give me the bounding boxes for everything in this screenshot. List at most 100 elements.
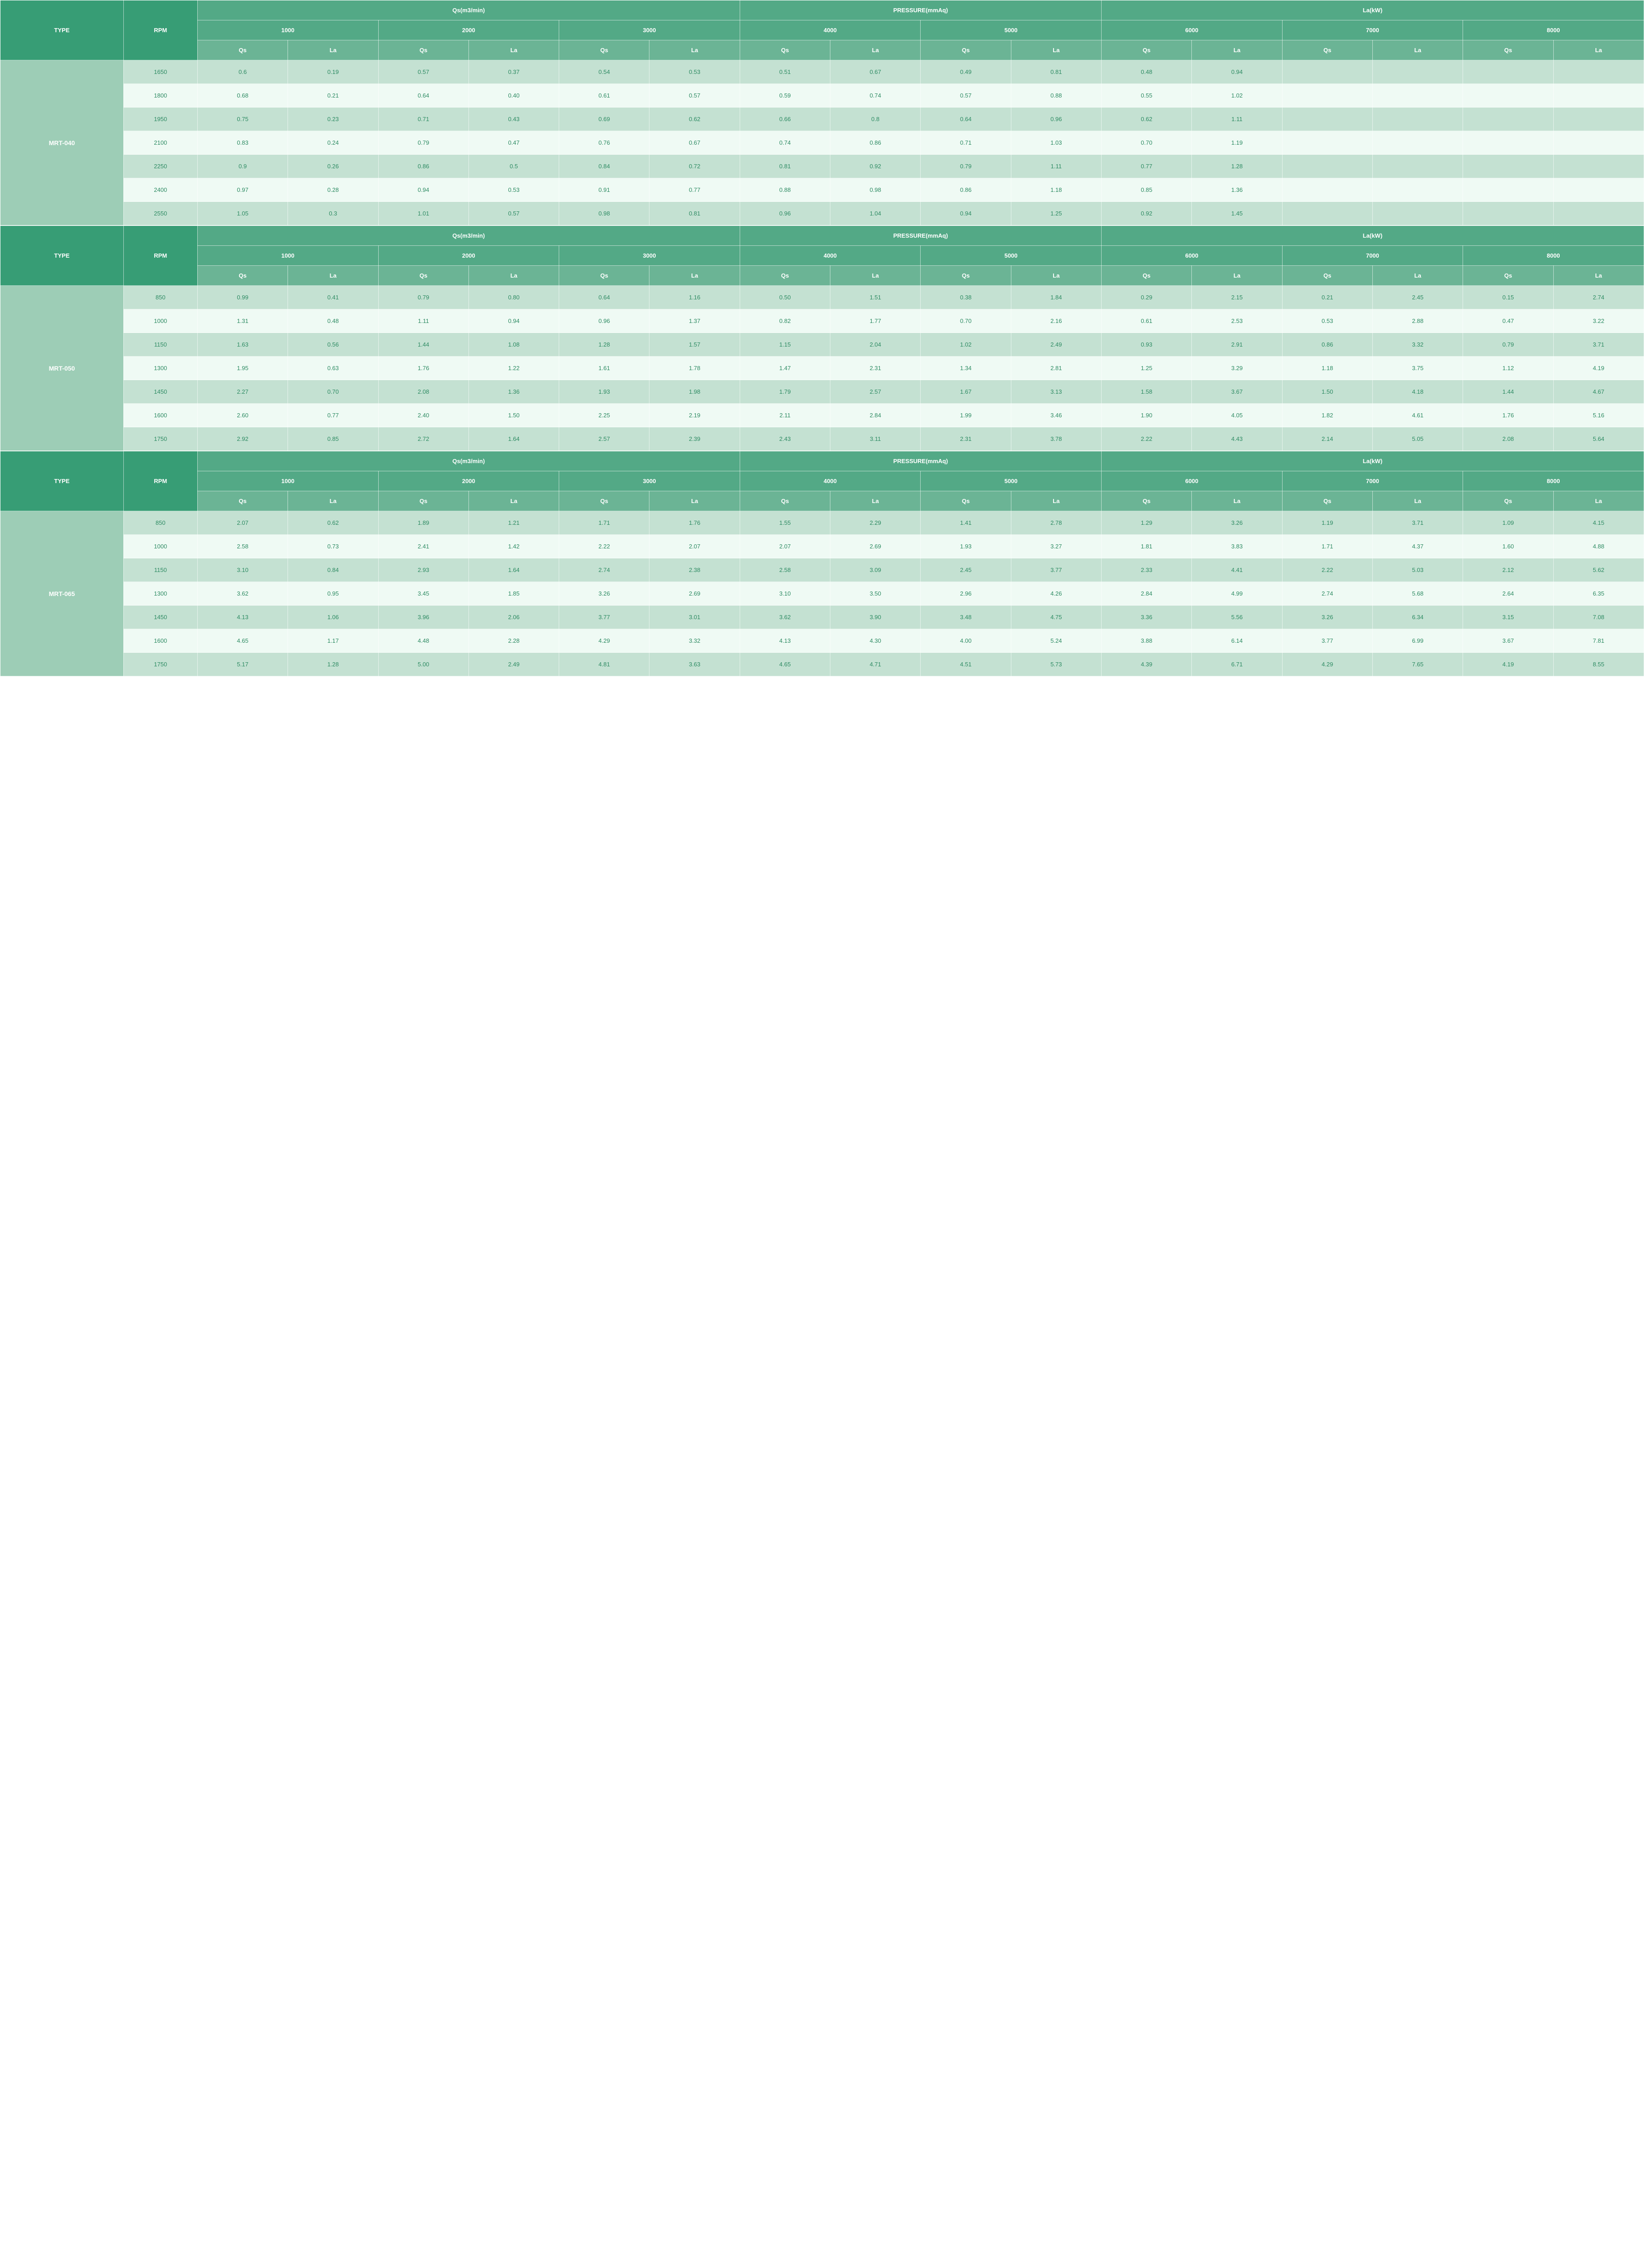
header-cell: RPM xyxy=(123,226,197,286)
data-cell xyxy=(1553,155,1644,178)
data-cell: 1750 xyxy=(123,427,197,451)
data-cell: 0.6 xyxy=(197,60,288,84)
data-cell: 3.26 xyxy=(559,582,649,606)
table-row: 16004.651.174.482.284.293.324.134.304.00… xyxy=(0,629,1644,653)
data-cell: 0.64 xyxy=(559,286,649,309)
header-cell: La xyxy=(1011,266,1101,286)
data-cell: 3.46 xyxy=(1011,404,1101,427)
data-cell: 2.22 xyxy=(559,535,649,558)
data-cell: 0.37 xyxy=(468,60,559,84)
data-cell: 2.58 xyxy=(740,558,830,582)
table-row: 16002.600.772.401.502.252.192.112.841.99… xyxy=(0,404,1644,427)
data-cell: 0.49 xyxy=(921,60,1011,84)
table-row: 13001.950.631.761.221.611.781.472.311.34… xyxy=(0,357,1644,380)
header-cell: Qs xyxy=(197,491,288,511)
data-cell: 2.08 xyxy=(1463,427,1553,451)
header-cell: 1000 xyxy=(197,246,378,266)
data-cell xyxy=(1553,131,1644,155)
header-cell: Qs(m3/min) xyxy=(197,0,740,20)
header-cell: La(kW) xyxy=(1102,226,1644,246)
header-cell: La xyxy=(1192,491,1282,511)
data-cell: 1450 xyxy=(123,606,197,629)
data-cell: 0.96 xyxy=(559,309,649,333)
data-cell: 2.93 xyxy=(378,558,468,582)
header-cell: 7000 xyxy=(1282,246,1463,266)
data-cell: 2.74 xyxy=(1553,286,1644,309)
data-cell: 2.49 xyxy=(1011,333,1101,357)
data-cell xyxy=(1553,202,1644,225)
data-cell: 3.15 xyxy=(1463,606,1553,629)
data-cell: 1.67 xyxy=(921,380,1011,404)
table-row: 13003.620.953.451.853.262.693.103.502.96… xyxy=(0,582,1644,606)
header-cell: La xyxy=(468,266,559,286)
data-cell: 1950 xyxy=(123,108,197,131)
spec-tables: TYPERPMQs(m3/min)PRESSURE(mmAq)La(kW)100… xyxy=(0,0,1644,676)
data-cell: 2.81 xyxy=(1011,357,1101,380)
data-cell: 2550 xyxy=(123,202,197,225)
table-row: MRT-0508500.990.410.790.800.641.160.501.… xyxy=(0,286,1644,309)
data-cell: 2.33 xyxy=(1102,558,1192,582)
data-cell: 3.75 xyxy=(1372,357,1463,380)
data-cell: 0.85 xyxy=(288,427,378,451)
data-cell: 2.31 xyxy=(921,427,1011,451)
data-cell: 0.77 xyxy=(288,404,378,427)
header-cell: 4000 xyxy=(740,20,921,40)
header-cell: 3000 xyxy=(559,471,740,491)
data-cell: 3.01 xyxy=(649,606,740,629)
data-cell: 3.62 xyxy=(197,582,288,606)
data-cell: 1300 xyxy=(123,582,197,606)
data-cell: 1.89 xyxy=(378,511,468,535)
data-cell: 2100 xyxy=(123,131,197,155)
header-cell: TYPE xyxy=(0,0,124,60)
data-cell: 2.58 xyxy=(197,535,288,558)
data-cell: 1.22 xyxy=(468,357,559,380)
data-cell: 0.28 xyxy=(288,178,378,202)
data-cell: 1.17 xyxy=(288,629,378,653)
data-cell: 2.88 xyxy=(1372,309,1463,333)
data-cell: 1.29 xyxy=(1102,511,1192,535)
data-cell: 0.70 xyxy=(921,309,1011,333)
data-cell: 5.17 xyxy=(197,653,288,676)
header-cell: 8000 xyxy=(1463,246,1644,266)
data-cell: 3.27 xyxy=(1011,535,1101,558)
data-cell: 0.19 xyxy=(288,60,378,84)
header-cell: 7000 xyxy=(1282,20,1463,40)
header-cell: Qs xyxy=(921,40,1011,60)
data-cell: 2.43 xyxy=(740,427,830,451)
data-cell: 2.22 xyxy=(1102,427,1192,451)
data-cell: 0.67 xyxy=(830,60,921,84)
data-cell: 1.95 xyxy=(197,357,288,380)
data-cell: 1.76 xyxy=(649,511,740,535)
data-cell: 4.65 xyxy=(197,629,288,653)
data-cell: 2.15 xyxy=(1192,286,1282,309)
data-cell: 1.19 xyxy=(1282,511,1372,535)
data-cell: 1.51 xyxy=(830,286,921,309)
header-cell: Qs xyxy=(1463,491,1553,511)
data-cell: 0.62 xyxy=(288,511,378,535)
data-cell: 3.26 xyxy=(1282,606,1372,629)
data-cell: 0.57 xyxy=(921,84,1011,108)
data-cell: 3.50 xyxy=(830,582,921,606)
data-cell: 1.71 xyxy=(1282,535,1372,558)
data-cell: 0.63 xyxy=(288,357,378,380)
data-cell xyxy=(1463,60,1553,84)
data-cell: 1.76 xyxy=(1463,404,1553,427)
data-cell: 1.78 xyxy=(649,357,740,380)
header-cell: Qs xyxy=(921,491,1011,511)
data-cell: 3.13 xyxy=(1011,380,1101,404)
data-cell: 2400 xyxy=(123,178,197,202)
header-cell: 1000 xyxy=(197,20,378,40)
header-cell: La(kW) xyxy=(1102,0,1644,20)
data-cell: 0.81 xyxy=(1011,60,1101,84)
spec-table: TYPERPMQs(m3/min)PRESSURE(mmAq)La(kW)100… xyxy=(0,451,1644,676)
data-cell: 4.19 xyxy=(1553,357,1644,380)
header-cell: Qs xyxy=(1282,40,1372,60)
data-cell: 4.81 xyxy=(559,653,649,676)
header-cell: Qs xyxy=(1102,491,1192,511)
data-cell: 4.05 xyxy=(1192,404,1282,427)
data-cell: 4.29 xyxy=(1282,653,1372,676)
data-cell: 3.71 xyxy=(1372,511,1463,535)
header-cell: Qs xyxy=(378,266,468,286)
data-cell: 0.86 xyxy=(1282,333,1372,357)
data-cell: 0.79 xyxy=(378,286,468,309)
